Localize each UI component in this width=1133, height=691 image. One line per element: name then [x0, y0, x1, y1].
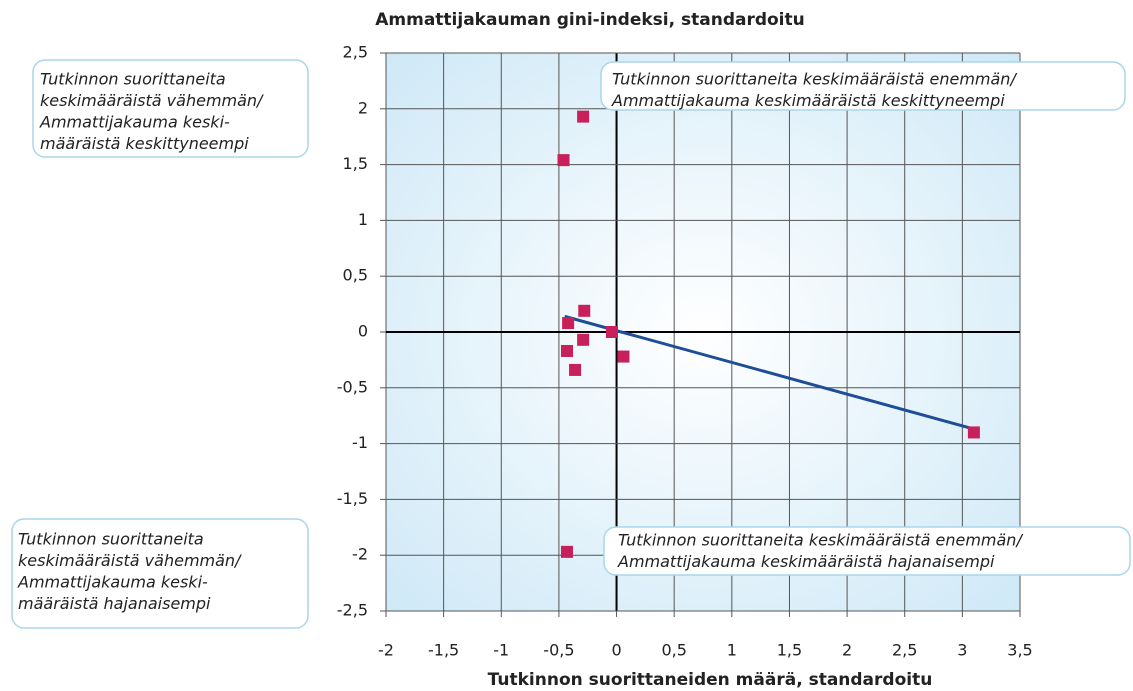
- annotation-text: Ammattijakauma keski-: [17, 573, 208, 592]
- point: [577, 110, 590, 123]
- marks: [557, 110, 980, 558]
- trend-line: [564, 314, 975, 431]
- point: [578, 304, 591, 317]
- annotation-text: Tutkinnon suorittaneita keskimääräistä e…: [612, 70, 1017, 89]
- point: [557, 154, 570, 167]
- annotation-text: Tutkinnon suorittaneita: [18, 530, 204, 549]
- annotation-box: [600, 61, 1126, 111]
- y-tick-label: 0: [358, 322, 368, 341]
- annotation-text: Tutkinnon suorittaneita keskimääräistä e…: [618, 531, 1023, 550]
- y-tick-label: -2,5: [337, 601, 368, 620]
- y-tick-label: -1: [352, 433, 368, 452]
- x-tick-label: -1,5: [428, 641, 459, 660]
- annotations: Tutkinnon suorittaneita keskimääräistä vä…: [11, 59, 1131, 629]
- y-tick-label: -1,5: [337, 489, 368, 508]
- annotation-text: keskimääräistä vähemmän/: [18, 551, 242, 570]
- annotation-text: Ammattijakauma keskimääräistä hajanaisem…: [617, 552, 995, 571]
- x-tick-label: 3: [957, 641, 967, 660]
- annotation-text: Tutkinnon suorittaneita: [40, 70, 226, 89]
- annotation-text: määräistä keskittyneempi: [40, 134, 249, 153]
- x-tick-label: 0,5: [661, 641, 686, 660]
- point: [605, 326, 618, 338]
- x-tick-label: -1: [493, 641, 509, 660]
- point: [577, 333, 590, 346]
- annotation-box: [32, 59, 309, 158]
- grid: -2 -1,5 -1 -0,5 0 0,5 1 1,5 2 2,5 3 3,5 2,5 2 1,5 1 0,5 0…: [337, 43, 1033, 660]
- x-tick-label: 2: [842, 641, 852, 660]
- point: [560, 545, 573, 558]
- point: [617, 350, 630, 363]
- x-tick-label: -0,5: [543, 641, 574, 660]
- y-tick-label: 2: [358, 98, 368, 117]
- y-tick-label: -2: [352, 545, 368, 564]
- annotation-text: Ammattijakauma keski-: [39, 113, 230, 132]
- x-tick-label: -2: [378, 641, 394, 660]
- annotation-box: [11, 518, 309, 629]
- x-tick-label: 0: [611, 641, 621, 660]
- x-tick-label: 1: [727, 641, 737, 660]
- y-tick-label: 2,5: [343, 43, 368, 62]
- x-tick-label: 1,5: [777, 641, 802, 660]
- x-tick-label: 2,5: [892, 641, 917, 660]
- point: [967, 426, 980, 439]
- y-tick-label: 0,5: [343, 266, 368, 285]
- annotation-text: Ammattijakauma keskimääräistä keskittyne…: [611, 91, 1005, 110]
- annotation-text: määräistä hajanaisempi: [18, 594, 211, 613]
- y-tick-label: -0,5: [337, 377, 368, 396]
- x-axis-title: Tutkinnon suorittaneiden määrä, standard…: [488, 670, 933, 690]
- y-tick-label: 1: [358, 210, 368, 229]
- annotation-text: keskimääräistä vähemmän/: [40, 91, 264, 110]
- y-tick-label: 1,5: [343, 154, 368, 173]
- point: [560, 344, 573, 357]
- x-tick-label: 3,5: [1007, 641, 1032, 660]
- point: [562, 317, 575, 330]
- point: [569, 363, 582, 376]
- y-axis-title: Ammattijakauman gini-indeksi, standardoi…: [375, 10, 805, 30]
- annotation-box: [603, 526, 1131, 576]
